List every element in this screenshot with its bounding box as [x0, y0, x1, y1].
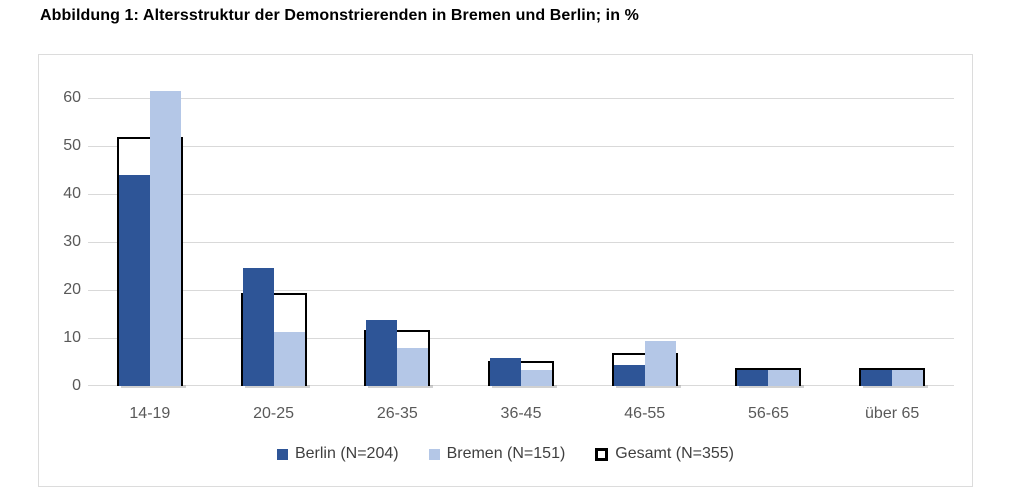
gridline-60: [88, 98, 954, 99]
x-category-label: 14-19: [129, 405, 171, 422]
bar-shadow: [863, 385, 929, 388]
bar-shadow: [739, 385, 805, 388]
bar-shadow: [492, 385, 558, 388]
bar-bremen: [768, 370, 800, 386]
x-category-label: 56-65: [747, 405, 789, 422]
category-group-36-45: [459, 55, 583, 388]
bar-bremen: [273, 331, 305, 386]
legend-label-berlin: Berlin (N=204): [294, 445, 399, 462]
legend-swatch-gesamt: [595, 447, 609, 461]
bar-shadow: [368, 385, 434, 388]
bar-shadow: [615, 385, 681, 388]
bar-shadow: [244, 385, 310, 388]
gridline-30: [88, 242, 954, 243]
legend-swatch-bremen: [428, 448, 440, 460]
bar-bremen: [892, 370, 924, 386]
y-tick-label-40: 40: [63, 185, 81, 202]
legend-item-berlin: Berlin (N=204): [276, 445, 399, 463]
x-category-label: 26-35: [376, 405, 418, 422]
gridline-10: [88, 338, 954, 339]
plot-area: [88, 55, 954, 388]
legend-item-gesamt: Gesamt (N=355): [595, 445, 734, 463]
category-group-46-55: [583, 55, 707, 388]
figure-title: Abbildung 1: Altersstruktur der Demonstr…: [40, 7, 639, 24]
x-category-label: 36-45: [500, 405, 542, 422]
y-tick-label-50: 50: [63, 137, 81, 154]
x-category-label: 20-25: [253, 405, 295, 422]
bar-berlin: [861, 369, 893, 386]
category-group-26-35: [335, 55, 459, 388]
gridline-20: [88, 290, 954, 291]
y-tick-label-0: 0: [72, 377, 81, 394]
category-group-über 65: [830, 55, 954, 388]
bar-berlin: [490, 357, 522, 386]
y-tick-label-20: 20: [63, 281, 81, 298]
legend-label-gesamt: Gesamt (N=355): [615, 445, 735, 462]
bar-berlin: [613, 364, 645, 386]
bar-berlin: [366, 320, 398, 386]
x-axis-labels: 14-19 20-25 26-35 36-45 46-55 56-65 über 65: [88, 405, 954, 423]
y-tick-label-30: 30: [63, 233, 81, 250]
bar-bremen: [149, 90, 181, 386]
category-group-20-25: [212, 55, 336, 388]
bar-shadow: [120, 385, 186, 388]
y-tick-label-60: 60: [63, 89, 81, 106]
gridline-50: [88, 146, 954, 147]
category-group-56-65: [707, 55, 831, 388]
legend: Berlin (N=204) Bremen (N=151) Gesamt (N=35…: [39, 445, 972, 463]
category-group-14-19: [88, 55, 212, 388]
chart-area: 0 10 20 30 40 50 60 14-19 20-25 26-35 36-45 46-55 5…: [38, 54, 973, 487]
x-category-label: über 65: [865, 405, 920, 422]
legend-swatch-berlin: [276, 448, 288, 460]
y-tick-label-10: 10: [63, 329, 81, 346]
bar-berlin: [737, 369, 769, 386]
bar-berlin: [118, 174, 150, 386]
bar-bremen: [644, 341, 676, 386]
gridline-40: [88, 194, 954, 195]
y-axis-labels: 0 10 20 30 40 50 60: [39, 55, 81, 394]
x-category-label: 46-55: [624, 405, 666, 422]
bar-berlin: [242, 268, 274, 386]
bar-bremen: [521, 370, 553, 386]
legend-item-bremen: Bremen (N=151): [428, 445, 566, 463]
bar-bremen: [397, 348, 429, 386]
legend-label-bremen: Bremen (N=151): [446, 445, 566, 462]
